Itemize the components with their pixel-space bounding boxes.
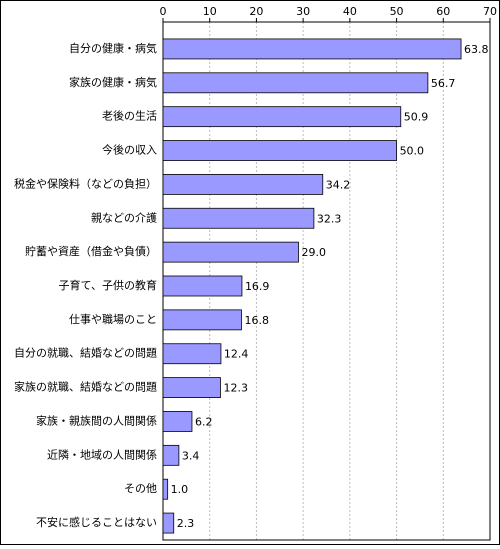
y-tick-label: 家族の健康・病気 [69,75,157,89]
y-tick-label: 自分の就職、結婚などの問題 [14,346,157,360]
bar [162,411,193,432]
value-label: 16.8 [244,314,268,327]
x-tick-label: 50 [390,5,404,18]
bar [162,140,397,161]
bar [162,478,169,500]
bar [162,207,315,229]
y-tick-label: 仕事や職場のこと [69,313,157,326]
bar [162,275,243,297]
y-tick-label: 貯蓄や資産（借金や負債） [25,244,157,258]
x-tick-label: 40 [343,5,357,18]
y-tick-label: 自分の健康・病気 [69,41,157,55]
y-tick-label: 家族の就職、結婚などの問題 [14,380,157,394]
y-tick-label: 親などの介護 [91,210,157,224]
y-tick-label: 家族・親族間の人間関係 [36,413,157,427]
bar [162,343,222,365]
y-tick-label: その他 [124,482,157,495]
value-label: 29.0 [301,246,326,259]
value-label: 50.9 [404,111,429,124]
x-tick-label: 60 [436,5,450,18]
bar [162,512,175,534]
bar [162,377,221,399]
value-label: 50.0 [400,145,425,158]
y-tick-label: 今後の収入 [102,143,157,157]
y-tick-label: 近隣・地域の人間関係 [47,447,157,461]
bar [162,72,429,94]
x-tick-label: 30 [296,5,310,18]
value-label: 12.3 [223,382,248,395]
value-label: 1.0 [171,483,189,496]
y-tick-label: 子育て、子供の教育 [59,278,157,292]
value-label: 56.7 [431,77,456,90]
bar [162,173,324,195]
value-label: 34.2 [326,178,351,191]
x-tick-label: 0 [160,5,167,18]
x-tick-label: 20 [249,5,263,18]
x-tick-label: 10 [203,5,217,18]
value-label: 12.4 [224,348,249,361]
bar [162,309,242,331]
y-tick-label: 不安に感じることはない [36,515,157,529]
bar [162,241,299,263]
bar [162,38,462,60]
value-label: 32.3 [317,212,342,225]
value-label: 16.9 [245,280,270,293]
value-label: 6.2 [195,415,213,428]
bar [162,444,180,466]
y-tick-label: 老後の生活 [102,109,157,123]
value-label: 63.8 [464,43,489,56]
value-label: 2.3 [177,517,195,530]
value-label: 3.4 [182,449,200,462]
y-tick-label: 税金や保険料（などの負担） [14,176,157,190]
x-tick-label: 70 [483,5,497,18]
bar [162,106,402,128]
